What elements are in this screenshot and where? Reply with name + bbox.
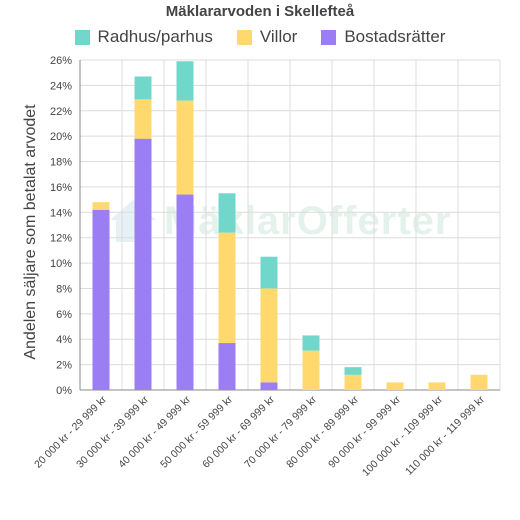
bar-segment-villor[interactable] [386,382,404,390]
bar-segment-villor[interactable] [218,232,236,344]
bar-segment-bostadsr-tter[interactable] [218,343,236,390]
chart-title: Mäklararvoden i Skellefteå [165,3,355,20]
y-tick-label: 24% [50,80,72,92]
bar-segment-bostadsr-tter[interactable] [134,138,152,390]
x-tick-label: 70 000 kr - 79 999 kr [242,393,319,470]
legend-label: Villor [259,27,298,46]
bar-segment-villor[interactable] [176,100,194,195]
legend-item[interactable]: Villor [236,27,298,47]
x-tick-label: 90 000 kr - 99 999 kr [326,393,403,470]
y-tick-label: 10% [50,258,72,270]
bar-segment-villor[interactable] [428,382,446,390]
x-tick-label: 40 000 kr - 49 999 kr [116,393,193,470]
bar-segment-villor[interactable] [344,374,362,390]
x-tick-label: 20 000 kr - 29 999 kr [32,393,109,470]
x-tick-label: 100 000 kr - 109 999 kr [360,393,446,479]
x-tick-label: 80 000 kr - 89 999 kr [284,393,361,470]
y-tick-label: 8% [56,283,72,295]
bar-segment-bostadsr-tter[interactable] [92,209,110,390]
x-tick-label: 110 000 kr - 119 999 kr [403,393,488,478]
y-tick-label: 22% [50,106,72,118]
legend-label: Bostadsrätter [344,27,446,46]
bar-segment-villor[interactable] [260,288,278,383]
legend-swatch [74,29,90,45]
legend-item[interactable]: Bostadsrätter [321,27,445,47]
y-tick-label: 2% [56,360,72,372]
legend-item[interactable]: Radhus/parhus [74,27,213,47]
y-tick-label: 20% [50,131,72,143]
y-tick-label: 16% [50,182,72,194]
y-tick-label: 12% [50,233,72,245]
bar-segment-radhus-parhus[interactable] [218,193,236,233]
bar-segment-villor[interactable] [302,350,320,390]
y-tick-label: 6% [56,309,72,321]
y-tick-label: 4% [56,334,72,346]
bar-segment-villor[interactable] [470,374,488,390]
y-tick-label: 14% [50,207,72,219]
bar-segment-bostadsr-tter[interactable] [260,382,278,390]
y-tick-label: 26% [50,55,72,67]
bar-segment-radhus-parhus[interactable] [176,61,194,101]
bar-segment-radhus-parhus[interactable] [302,335,320,351]
x-tick-label: 60 000 kr - 69 999 kr [200,393,277,470]
legend-label: Radhus/parhus [97,27,213,46]
x-tick-label: 30 000 kr - 39 999 kr [74,393,151,470]
legend: Radhus/parhus Villor Bostadsrätter [0,27,520,47]
y-tick-label: 0% [56,385,72,397]
legend-swatch [236,29,252,45]
bar-segment-radhus-parhus[interactable] [134,76,152,100]
bar-segment-radhus-parhus[interactable] [344,367,362,375]
bar-segment-villor[interactable] [134,99,152,139]
bar-segment-bostadsr-tter[interactable] [176,194,194,390]
bar-segment-radhus-parhus[interactable] [260,256,278,289]
x-tick-label: 50 000 kr - 59 999 kr [158,393,235,470]
bar-segment-villor[interactable] [92,202,110,210]
y-tick-label: 18% [50,157,72,169]
legend-swatch [321,29,337,45]
